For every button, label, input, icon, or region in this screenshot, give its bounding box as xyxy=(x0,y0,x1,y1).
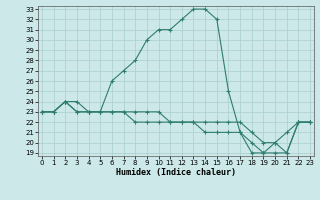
X-axis label: Humidex (Indice chaleur): Humidex (Indice chaleur) xyxy=(116,168,236,177)
